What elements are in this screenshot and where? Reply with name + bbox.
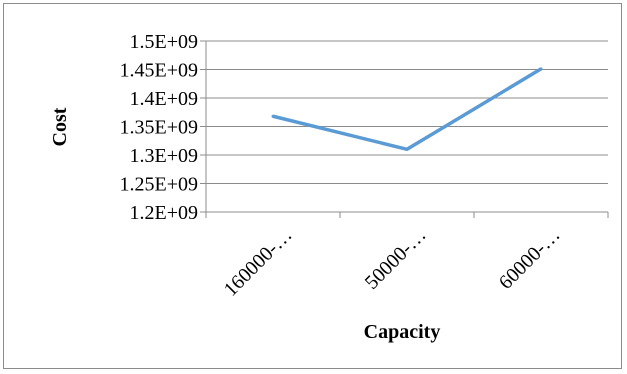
x-tick-label: 50000-… <box>361 224 431 294</box>
x-axis-title: Capacity <box>364 321 441 343</box>
gridlines <box>200 40 609 218</box>
series-layer <box>271 67 543 152</box>
data-point <box>271 114 275 118</box>
y-tick-label: 1.5E+09 <box>130 31 199 53</box>
y-tick-label: 1.3E+09 <box>130 145 199 167</box>
x-tick-labels: 160000-… 50000-… 60000-… <box>220 224 565 301</box>
y-tick-labels: 1.2E+09 1.25E+09 1.3E+09 1.35E+09 1.4E+09 1.4… <box>120 31 199 224</box>
y-axis-title: Cost <box>49 107 71 146</box>
y-tick-label: 1.45E+09 <box>120 60 199 82</box>
y-tick-label: 1.4E+09 <box>130 88 199 110</box>
y-tick-label: 1.25E+09 <box>120 174 199 196</box>
data-point <box>405 147 409 151</box>
y-tick-label: 1.2E+09 <box>130 202 199 224</box>
data-point <box>539 67 543 71</box>
chart-frame <box>3 3 622 369</box>
series-line <box>272 67 542 152</box>
x-tick-label: 160000-… <box>220 224 297 301</box>
y-tick-label: 1.35E+09 <box>120 117 199 139</box>
x-tick-label: 60000-… <box>495 224 565 294</box>
